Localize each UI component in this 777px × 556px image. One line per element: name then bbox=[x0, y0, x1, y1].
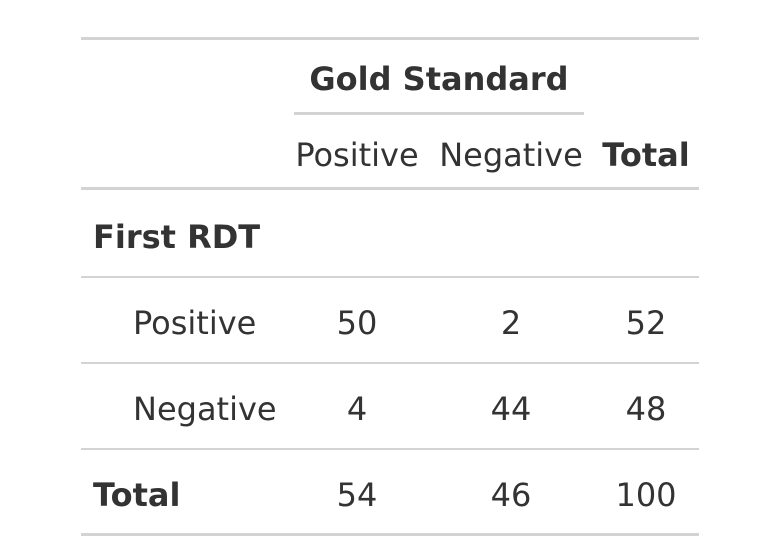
table-cell: 4 bbox=[346, 390, 368, 428]
table-cell: 50 bbox=[336, 304, 378, 342]
table-cell: 54 bbox=[336, 476, 378, 514]
row-divider bbox=[81, 276, 699, 278]
spanner-underline bbox=[294, 112, 584, 115]
table-top-border bbox=[81, 37, 699, 40]
col-header-negative: Negative bbox=[439, 136, 583, 174]
col-header-positive: Positive bbox=[295, 136, 419, 174]
table-cell: 2 bbox=[500, 304, 522, 342]
table-cell: 48 bbox=[625, 390, 667, 428]
table-bottom-border bbox=[81, 533, 699, 536]
row-label: Positive bbox=[133, 304, 257, 342]
row-divider bbox=[81, 362, 699, 364]
group-label: First RDT bbox=[93, 218, 261, 256]
header-bottom-border bbox=[81, 187, 699, 190]
table-cell: 100 bbox=[615, 476, 677, 514]
table-cell: 44 bbox=[490, 390, 532, 428]
row-label: Negative bbox=[133, 390, 277, 428]
table-cell: 46 bbox=[490, 476, 532, 514]
spanner-header: Gold Standard bbox=[309, 60, 569, 98]
col-header-total: Total bbox=[602, 136, 690, 174]
row-divider bbox=[81, 448, 699, 450]
table-cell: 52 bbox=[625, 304, 667, 342]
total-label: Total bbox=[93, 476, 181, 514]
